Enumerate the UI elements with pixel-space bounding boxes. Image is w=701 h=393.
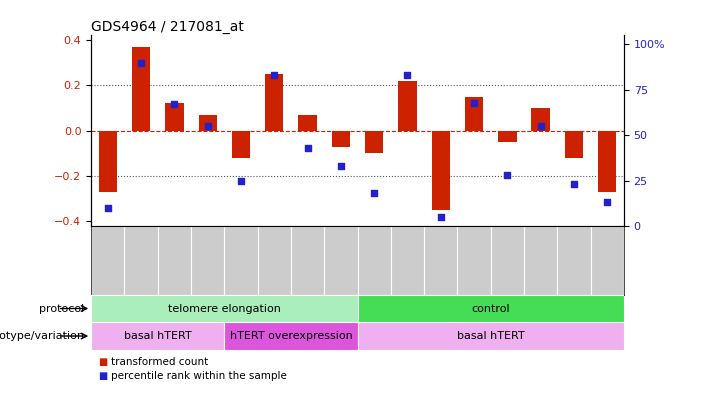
Point xyxy=(102,205,114,211)
Bar xyxy=(224,322,358,350)
Bar xyxy=(358,226,391,295)
Point xyxy=(268,72,280,79)
Point xyxy=(302,145,313,151)
Bar xyxy=(524,226,557,295)
Bar xyxy=(432,130,450,210)
Bar xyxy=(99,130,117,192)
Bar xyxy=(398,81,416,130)
Point xyxy=(569,181,580,187)
Bar xyxy=(365,130,383,153)
Bar xyxy=(332,130,350,147)
Text: ■: ■ xyxy=(98,371,107,381)
Bar xyxy=(391,226,424,295)
Text: basal hTERT: basal hTERT xyxy=(457,331,524,341)
Bar xyxy=(91,295,358,322)
Text: transformed count: transformed count xyxy=(111,357,208,367)
Bar xyxy=(232,130,250,158)
Point xyxy=(202,123,213,129)
Point xyxy=(601,199,613,206)
Bar xyxy=(132,47,150,130)
Bar xyxy=(358,322,624,350)
Bar xyxy=(457,226,491,295)
Bar xyxy=(531,108,550,130)
Bar xyxy=(158,226,191,295)
Bar xyxy=(598,130,616,192)
Bar xyxy=(91,322,224,350)
Bar xyxy=(191,226,224,295)
Text: genotype/variation: genotype/variation xyxy=(0,331,84,341)
Bar xyxy=(565,130,583,158)
Bar xyxy=(265,74,283,130)
Point xyxy=(135,59,147,66)
Text: protocol: protocol xyxy=(39,303,84,314)
Text: ■: ■ xyxy=(98,357,107,367)
Bar xyxy=(358,295,624,322)
Point xyxy=(502,172,513,178)
Text: basal hTERT: basal hTERT xyxy=(124,331,191,341)
Point xyxy=(169,101,180,108)
Bar xyxy=(557,226,591,295)
Bar xyxy=(424,226,458,295)
Bar xyxy=(198,115,217,130)
Bar xyxy=(491,226,524,295)
Point xyxy=(468,99,479,106)
Text: telomere elongation: telomere elongation xyxy=(168,303,281,314)
Bar xyxy=(91,226,125,295)
Bar xyxy=(498,130,517,142)
Bar xyxy=(299,115,317,130)
Point xyxy=(402,72,413,79)
Point xyxy=(335,163,346,169)
Text: GDS4964 / 217081_at: GDS4964 / 217081_at xyxy=(91,20,244,34)
Text: hTERT overexpression: hTERT overexpression xyxy=(229,331,353,341)
Bar xyxy=(165,103,184,130)
Point xyxy=(435,214,447,220)
Bar xyxy=(125,226,158,295)
Bar xyxy=(590,226,624,295)
Bar xyxy=(324,226,358,295)
Text: percentile rank within the sample: percentile rank within the sample xyxy=(111,371,287,381)
Point xyxy=(236,178,247,184)
Point xyxy=(369,190,380,196)
Bar xyxy=(258,226,291,295)
Text: control: control xyxy=(471,303,510,314)
Bar xyxy=(465,97,483,130)
Point xyxy=(535,123,546,129)
Bar xyxy=(291,226,324,295)
Bar xyxy=(224,226,258,295)
